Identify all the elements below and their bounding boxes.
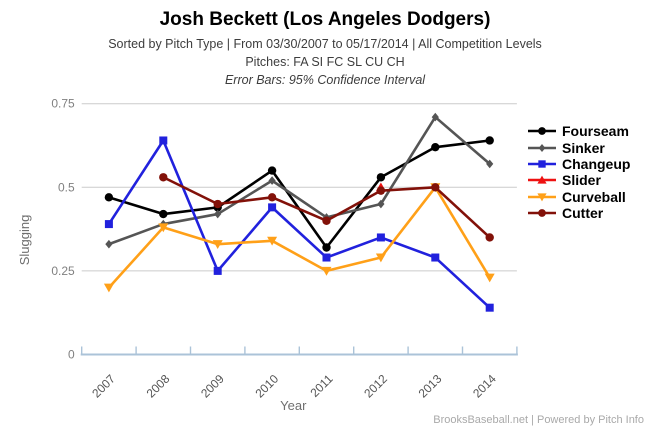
series-cutter (159, 173, 494, 242)
credit-text: BrooksBaseball.net | Powered by Pitch In… (433, 414, 644, 426)
legend-item-fourseam: Fourseam (527, 123, 630, 139)
marker-triangle-down (537, 193, 547, 202)
marker-square (376, 233, 385, 242)
marker-circle (322, 216, 331, 225)
legend-label: Slider (562, 172, 601, 189)
marker-circle (159, 173, 168, 182)
marker-triangle-up (537, 175, 547, 185)
chart-legend: Fourseam Sinker Changeup Slider Curveball Cut… (527, 123, 630, 221)
marker-triangle-down (158, 223, 169, 233)
legend-label: Curveball (562, 188, 626, 205)
legend-label: Cutter (562, 205, 604, 222)
marker-square (159, 136, 168, 145)
marker-diamond (377, 199, 385, 209)
legend-item-cutter: Cutter (527, 205, 630, 221)
legend-item-slider: Slider (527, 172, 630, 188)
subtitle-pitches: Pitches: FA SI FC SL CU CH (245, 55, 405, 69)
marker-circle (376, 186, 386, 195)
legend-label: Sinker (562, 139, 605, 156)
y-axis-title: Slugging (17, 215, 32, 266)
series-fourseam (104, 136, 494, 252)
y-tick-label: 0 (68, 348, 75, 362)
x-tick-label: 2013 (416, 371, 445, 400)
legend-marker-changeup (528, 160, 556, 168)
legend-marker-cutter (528, 209, 556, 218)
marker-circle (538, 127, 546, 136)
legend-item-curveball: Curveball (527, 189, 630, 205)
x-tick-label: 2007 (89, 371, 118, 400)
series-line (107, 139, 492, 309)
marker-circle (485, 136, 494, 145)
marker-diamond (105, 239, 113, 249)
marker-triangle-down (267, 236, 278, 246)
marker-circle (104, 193, 114, 202)
x-tick-label: 2011 (307, 371, 335, 399)
series-line (107, 115, 492, 246)
marker-diamond (486, 159, 494, 169)
marker-triangle-down (484, 273, 495, 283)
chart-header: Josh Beckett (Los Angeles Dodgers) Sorte… (0, 0, 650, 87)
series-changeup (104, 136, 494, 312)
marker-circle (485, 233, 494, 242)
marker-square (485, 303, 494, 312)
marker-circle (376, 173, 386, 182)
legend-label: Changeup (562, 155, 631, 172)
marker-square (538, 160, 546, 168)
marker-triangle-down (103, 283, 114, 293)
marker-circle (267, 193, 277, 202)
legend-marker-slider (528, 175, 556, 185)
x-tick-label: 2014 (470, 371, 499, 400)
marker-diamond (268, 176, 276, 185)
marker-square (268, 203, 277, 212)
legend-label: Fourseam (562, 123, 629, 140)
marker-circle (538, 209, 546, 218)
marker-circle (322, 243, 331, 252)
series-sinker (105, 112, 494, 249)
marker-triangle-down (321, 266, 332, 276)
marker-diamond (214, 209, 222, 219)
series-line (107, 186, 492, 289)
legend-marker-curveball (528, 193, 556, 202)
marker-square (431, 253, 440, 262)
marker-diamond (431, 112, 439, 122)
legend-marker-fourseam (528, 127, 556, 136)
legend-item-changeup: Changeup (527, 156, 630, 172)
x-tick-label: 2010 (252, 371, 281, 400)
legend-item-sinker: Sinker (527, 139, 630, 156)
marker-circle (431, 142, 440, 152)
marker-circle (431, 183, 440, 192)
marker-circle (159, 209, 168, 219)
y-tick-label: 0.25 (51, 264, 75, 278)
y-tick-label: 0.5 (58, 180, 75, 194)
marker-diamond (538, 143, 546, 152)
x-tick-label: 2009 (198, 371, 227, 400)
page-title: Josh Beckett (Los Angeles Dodgers) (159, 9, 491, 30)
x-tick-label: 2008 (144, 371, 173, 400)
marker-square (322, 253, 331, 262)
marker-circle (213, 199, 222, 209)
marker-triangle-down (375, 253, 386, 263)
subtitle-errorbars: Error Bars: 95% Confidence Interval (224, 73, 426, 87)
x-axis-title: Year (280, 398, 307, 413)
marker-circle (267, 166, 277, 175)
marker-square (104, 220, 113, 229)
legend-marker-sinker (528, 143, 556, 152)
y-tick-label: 0.75 (51, 97, 75, 111)
subtitle-filters: Sorted by Pitch Type | From 03/30/2007 t… (108, 37, 542, 51)
marker-triangle-down (212, 240, 223, 249)
x-tick-label: 2012 (361, 371, 390, 400)
marker-square (213, 266, 222, 275)
